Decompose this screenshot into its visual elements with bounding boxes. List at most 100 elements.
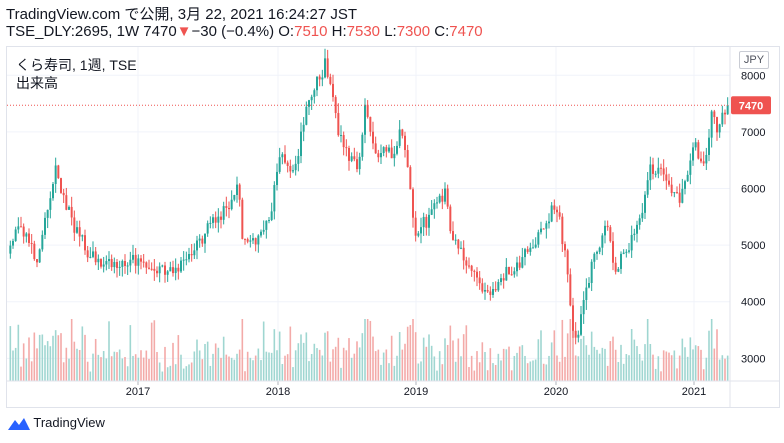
candle-down xyxy=(518,262,521,268)
volume-bar xyxy=(153,320,156,381)
volume-bar xyxy=(620,344,622,381)
candle-down xyxy=(110,258,113,268)
volume-bar xyxy=(353,353,356,381)
volume-bar xyxy=(636,346,638,381)
volume-bar xyxy=(206,341,209,381)
candle-down xyxy=(566,250,569,275)
candle-up xyxy=(710,111,713,138)
volume-bar xyxy=(601,347,604,381)
volume-bar xyxy=(268,352,270,381)
volume-bar xyxy=(204,343,206,381)
volume-bar xyxy=(516,352,518,381)
candle-up xyxy=(76,227,78,233)
volume-bar xyxy=(401,349,404,381)
volume-bar xyxy=(102,351,105,381)
candle-down xyxy=(318,76,321,80)
candle-up xyxy=(454,239,457,241)
candle-up xyxy=(673,192,676,194)
volume-bar xyxy=(348,338,350,381)
volume-bar xyxy=(332,349,334,381)
volume-bar xyxy=(561,319,564,381)
price-tick-label: 7000 xyxy=(741,127,765,139)
candle-down xyxy=(425,216,428,228)
candle-down xyxy=(220,216,222,220)
volume-bar xyxy=(478,362,481,381)
candle-up xyxy=(684,181,686,189)
candle-down xyxy=(348,148,350,161)
candle-up xyxy=(393,153,396,159)
currency-badge[interactable]: JPY xyxy=(739,51,769,69)
volume-bar xyxy=(142,357,145,381)
volume-bar xyxy=(633,339,636,381)
volume-bar xyxy=(580,338,582,381)
candle-up xyxy=(430,209,433,215)
volume-bar xyxy=(585,345,588,381)
candle-up xyxy=(340,135,342,137)
ohlc-header: TSE_DLY:2695, 1W 7470▼−30 (−0.4%) O:7510… xyxy=(6,23,483,40)
volume-bar xyxy=(606,365,609,381)
volume-bar xyxy=(350,357,353,381)
candle-down xyxy=(390,147,393,159)
volume-bar xyxy=(700,349,702,381)
candle-down xyxy=(481,283,484,292)
symbol-interval: TSE_DLY:2695, 1W xyxy=(6,23,140,40)
time-axis: 2017 2018 2019 2020 2021 xyxy=(7,380,780,398)
volume-bar xyxy=(129,325,132,381)
candle-down xyxy=(177,267,180,272)
candle-down xyxy=(470,265,473,271)
candle-down xyxy=(353,156,356,160)
volume-bar xyxy=(316,348,318,381)
volume-bar xyxy=(438,351,441,381)
volume-bar xyxy=(564,356,566,381)
candle-up xyxy=(324,58,326,78)
volume-bar xyxy=(393,365,396,381)
volume-bar xyxy=(684,347,686,381)
volume-bar xyxy=(486,370,489,381)
volume-bar xyxy=(476,351,478,381)
volume-bar xyxy=(172,342,174,381)
candle-down xyxy=(337,113,340,136)
candle-down xyxy=(697,142,700,159)
volume-bar xyxy=(681,338,684,381)
volume-bar xyxy=(465,325,468,381)
candle-down xyxy=(508,266,510,275)
volume-bar xyxy=(582,335,585,381)
volume-bar xyxy=(44,345,46,381)
time-tick-label: 2020 xyxy=(544,386,568,398)
volume-bar xyxy=(164,346,166,381)
down-arrow-icon: ▼ xyxy=(176,23,192,40)
volume-bar xyxy=(649,344,652,381)
candle-down xyxy=(374,143,377,154)
volume-bars xyxy=(9,319,729,381)
volume-bar xyxy=(193,351,196,381)
candle-down xyxy=(670,184,673,194)
candle-down xyxy=(148,267,150,269)
volume-bar xyxy=(97,354,100,381)
volume-bar xyxy=(425,346,428,381)
candle-up xyxy=(126,265,129,267)
last-price-line: 7470 xyxy=(7,96,771,115)
volume-bar xyxy=(494,364,497,381)
volume-bar xyxy=(148,358,150,381)
candle-down xyxy=(78,227,81,237)
volume-bar xyxy=(260,360,262,381)
candle-up xyxy=(708,137,710,155)
volume-bar xyxy=(254,355,257,381)
candle-up xyxy=(188,254,190,260)
candle-up xyxy=(577,334,580,338)
footer-brand[interactable]: TradingView xyxy=(8,415,105,431)
low-value: 7300 xyxy=(396,23,431,40)
volume-bar xyxy=(724,358,726,381)
candle-down xyxy=(345,147,348,149)
candle-up xyxy=(308,100,310,107)
candle-up xyxy=(17,226,20,230)
volume-bar xyxy=(662,350,665,381)
volume-bar xyxy=(382,352,385,381)
candle-up xyxy=(300,131,302,157)
volume-bar xyxy=(364,319,366,381)
candle-down xyxy=(510,274,513,276)
candle-up xyxy=(180,260,182,272)
candle-up xyxy=(646,180,649,195)
candle-up xyxy=(217,216,220,223)
